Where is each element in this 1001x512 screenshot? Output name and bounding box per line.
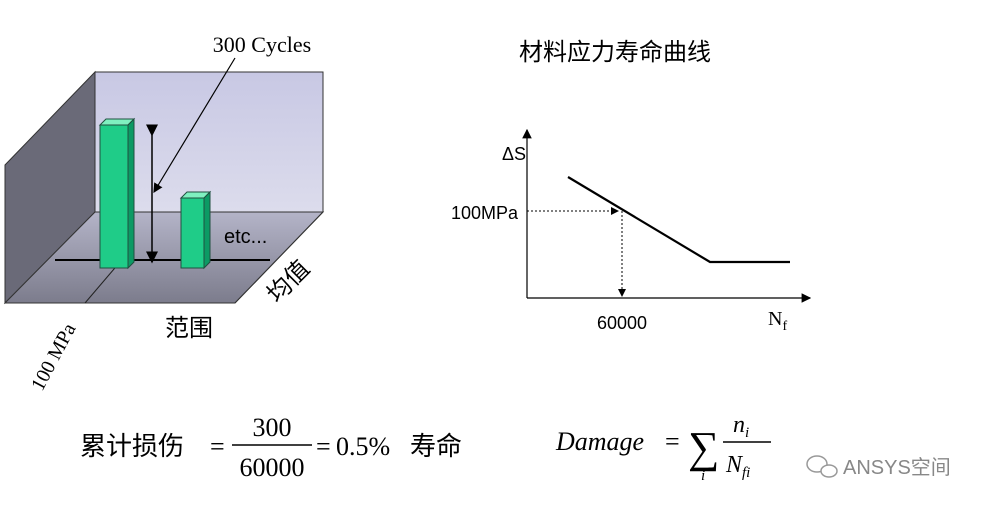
cycles-label: 60000: [597, 313, 647, 333]
sum: ∑: [688, 423, 719, 472]
y-label: ΔS: [502, 144, 526, 164]
watermark: ANSYS空间: [806, 455, 951, 479]
icon: [820, 464, 838, 478]
annotation: 300 Cycles: [213, 32, 311, 57]
title: 材料应力寿命曲线: [519, 39, 711, 66]
x-label-main: N: [768, 308, 782, 330]
numerator-main: n: [733, 412, 745, 438]
watermark-text: ANSYS空间: [843, 456, 951, 479]
label: 累计损伤: [80, 432, 184, 461]
axis-label: 范围: [165, 315, 213, 342]
annotation-arrow: [153, 57, 236, 194]
denominator: Nfi: [725, 452, 750, 481]
formula-2: Damage = ∑ i ni Nfi: [555, 412, 771, 484]
equals: =: [665, 427, 680, 456]
bar: [180, 197, 205, 269]
denominator: 60000: [240, 453, 305, 482]
axis-line: [84, 261, 121, 304]
stress-label: 100MPa: [451, 203, 519, 223]
lhs: Damage: [555, 427, 644, 456]
bar-side: [127, 117, 135, 270]
denominator-sub: fi: [742, 465, 750, 481]
curve: [567, 176, 790, 264]
denominator-main: N: [725, 452, 744, 478]
numerator: 300: [253, 413, 292, 442]
numerator-sub: i: [745, 425, 749, 441]
bar: [99, 124, 129, 269]
index: i: [701, 468, 705, 484]
equals: =: [210, 432, 225, 461]
histogram-3d: 300 Cycles etc... 100 MPa 范围 均值: [3, 32, 325, 395]
x-label: Nf: [768, 308, 787, 334]
sn-curve: 材料应力寿命曲线 ΔS 100MPa 60000 Nf: [451, 39, 812, 334]
label: etc...: [224, 226, 267, 248]
x-label-sub: f: [782, 319, 787, 334]
equals: =: [316, 432, 331, 461]
axis-label: 100 MPa: [27, 320, 81, 395]
bar-side: [203, 190, 211, 270]
suffix: 寿命: [410, 432, 462, 461]
icon: [806, 455, 828, 473]
edge: [234, 211, 324, 304]
numerator: ni: [733, 412, 749, 441]
formula-1: 累计损伤 = 300 60000 = 0.5% 寿命: [80, 413, 462, 482]
result: 0.5%: [336, 432, 390, 461]
